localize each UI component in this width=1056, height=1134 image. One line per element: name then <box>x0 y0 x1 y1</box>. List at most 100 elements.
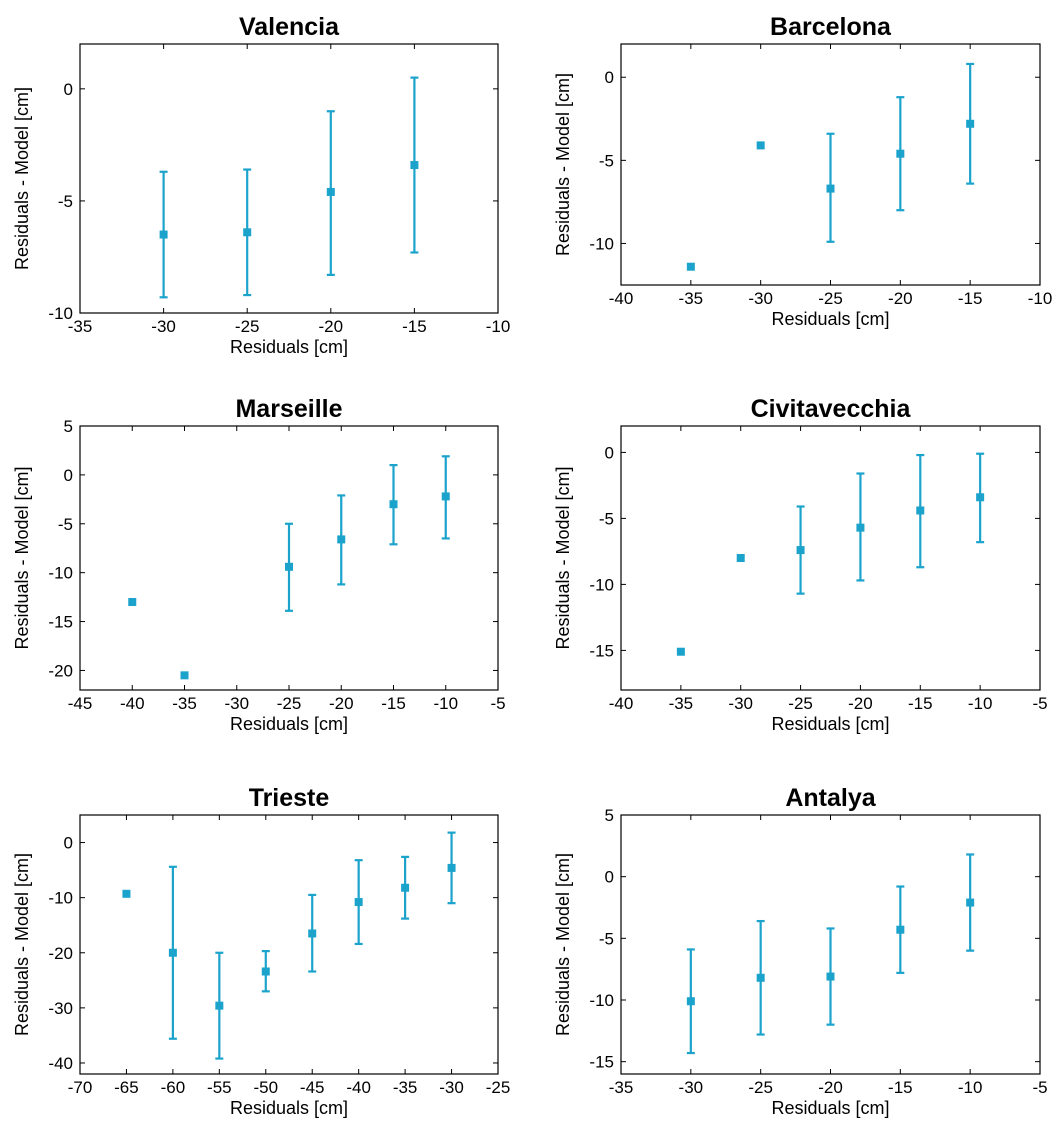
x-tick-label: -10 <box>433 694 458 713</box>
data-point <box>285 562 293 571</box>
x-tick-label: -30 <box>439 1078 464 1097</box>
x-axis-label: Residuals [cm] <box>771 1098 889 1118</box>
x-tick-label: -20 <box>329 694 354 713</box>
y-tick-label: -30 <box>48 999 73 1018</box>
x-tick-label: -60 <box>161 1078 186 1097</box>
x-axis-label: Residuals [cm] <box>230 337 348 357</box>
data-point <box>243 228 252 237</box>
panels: Valencia-35 -30 -25 -20 -15 -10-10-50Residual… <box>12 13 1052 1118</box>
y-axis-label: Residuals - Model [cm] <box>12 87 32 270</box>
x-tick-label: -35 <box>172 694 197 713</box>
x-tick-label: -65 <box>114 1078 139 1097</box>
y-axis-label: Residuals - Model [cm] <box>553 853 573 1036</box>
x-tick-label: -10 <box>486 317 511 336</box>
x-tick-label: -25 <box>486 1078 511 1097</box>
y-tick-label: 0 <box>64 80 73 99</box>
y-tick-label: -5 <box>58 192 73 211</box>
y-tick-label: 0 <box>605 868 614 887</box>
x-tick-label: -30 <box>679 1078 704 1097</box>
x-tick-label: -30 <box>151 317 176 336</box>
x-tick-label: -25 <box>818 289 843 308</box>
data-point <box>686 262 695 271</box>
x-tick-label: -5 <box>490 694 505 713</box>
y-tick-label: -15 <box>48 613 73 632</box>
x-tick-label: -25 <box>788 694 813 713</box>
data-point <box>389 500 398 509</box>
x-tick-label: -30 <box>748 289 773 308</box>
x-axis-label: Residuals [cm] <box>771 714 889 734</box>
plot-frame <box>620 425 1041 691</box>
y-tick-label: 5 <box>605 806 614 825</box>
y-tick-label: -10 <box>589 991 614 1010</box>
y-tick-label: -10 <box>48 564 73 583</box>
x-tick-label: -35 <box>68 317 93 336</box>
plot-frame <box>79 814 499 1075</box>
x-tick-label: -35 <box>609 1078 634 1097</box>
x-axis-label: Residuals [cm] <box>230 1098 348 1118</box>
x-tick-label: -20 <box>888 289 913 308</box>
x-tick-label: -30 <box>224 694 249 713</box>
y-tick-label: -20 <box>48 944 73 963</box>
x-tick-label: -20 <box>848 694 873 713</box>
data-point <box>337 535 346 544</box>
panel-title: Trieste <box>249 784 330 812</box>
panel-title: Antalya <box>785 784 876 812</box>
data-point <box>976 493 985 502</box>
data-point <box>826 184 835 193</box>
data-point <box>180 671 189 680</box>
y-tick-label: 0 <box>605 443 614 462</box>
x-tick-label: -25 <box>748 1078 773 1097</box>
y-tick-label: -20 <box>48 661 73 680</box>
x-tick-label: -10 <box>968 694 993 713</box>
x-tick-label: -70 <box>68 1078 93 1097</box>
data-point <box>736 554 745 562</box>
panel-valencia: Valencia -35 -30 -25 -20 -15 -10 -10 -5 0 Residual… <box>12 13 510 357</box>
x-tick-label: -15 <box>908 694 933 713</box>
x-axis-label: Residuals [cm] <box>230 714 348 734</box>
x-tick-label: -25 <box>235 317 260 336</box>
x-tick-label: -40 <box>609 694 634 713</box>
data-point <box>756 973 765 982</box>
data-point <box>354 898 363 907</box>
data-point <box>401 883 410 892</box>
data-point <box>826 972 835 981</box>
x-tick-label: -45 <box>300 1078 325 1097</box>
x-tick-label: -10 <box>1028 289 1053 308</box>
data-point <box>168 948 177 957</box>
panel-title: Barcelona <box>770 13 892 41</box>
panel-trieste: Trieste -70 -65 -60 -55 -50 -45 -40 -35 -30 -25 -40… <box>12 784 510 1118</box>
y-tick-label: 5 <box>64 417 73 436</box>
x-tick-label: -15 <box>402 317 427 336</box>
data-point <box>326 187 335 196</box>
data-point <box>308 929 317 938</box>
y-tick-label: -10 <box>589 234 614 253</box>
y-tick-label: -15 <box>589 641 614 660</box>
y-tick-label: -5 <box>58 515 73 534</box>
data-point <box>128 598 137 606</box>
data-point <box>122 889 131 898</box>
data-point <box>966 898 975 907</box>
x-tick-label: -55 <box>207 1078 232 1097</box>
x-tick-label: -10 <box>958 1078 983 1097</box>
y-axis-label: Residuals - Model [cm] <box>553 466 573 649</box>
panel-civitavecchia: Civitavecchia -40 -35 -30 -25 -20 -15 -10 -5 -15 -… <box>553 395 1048 734</box>
x-tick-label: -35 <box>669 694 694 713</box>
x-tick-label: -15 <box>888 1078 913 1097</box>
x-tick-label: -30 <box>728 694 753 713</box>
y-tick-label: 0 <box>64 466 73 485</box>
x-tick-label: -5 <box>1032 1078 1047 1097</box>
y-axis-label: Residuals - Model [cm] <box>553 73 573 256</box>
data-point <box>441 492 450 501</box>
data-point <box>261 967 270 976</box>
x-tick-label: -20 <box>319 317 344 336</box>
panel-marseille: Marseille -45 -40 -35 -30 -25 -20 -15 -10 -5 -20 -1… <box>12 395 506 734</box>
data-point <box>686 997 695 1006</box>
x-tick-label: -50 <box>253 1078 278 1097</box>
y-axis-label: Residuals - Model [cm] <box>12 466 32 649</box>
y-tick-label: -15 <box>589 1053 614 1072</box>
x-tick-label: -35 <box>393 1078 418 1097</box>
x-axis-label: Residuals [cm] <box>771 309 889 329</box>
panel-barcelona: Barcelona -40 -35 -30 -25 -20 -15 -10 -10 -5 0 Resi… <box>553 13 1052 329</box>
panel-title: Valencia <box>239 13 340 41</box>
